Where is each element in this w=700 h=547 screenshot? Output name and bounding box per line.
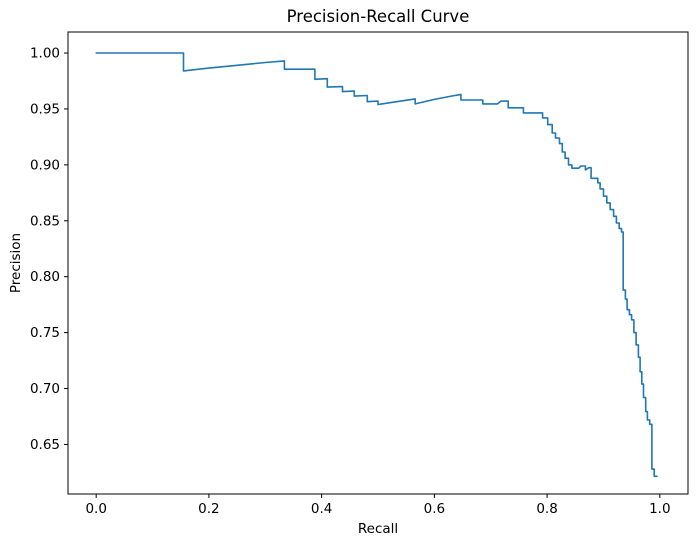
x-tick-label: 1.0 bbox=[649, 501, 670, 517]
plot-border bbox=[67, 31, 689, 495]
x-tick-label: 0.6 bbox=[424, 501, 445, 517]
y-tick-label: 0.80 bbox=[30, 269, 60, 285]
chart-title: Precision-Recall Curve bbox=[286, 7, 470, 26]
y-tick-label: 1.00 bbox=[30, 46, 60, 62]
y-tick-label: 0.90 bbox=[30, 157, 60, 173]
y-tick-label: 0.65 bbox=[30, 437, 60, 453]
y-tick-label: 0.85 bbox=[30, 213, 60, 229]
x-tick-label: 0.2 bbox=[198, 501, 219, 517]
x-tick-label: 0.0 bbox=[85, 501, 106, 517]
pr-curve-line bbox=[95, 52, 658, 478]
x-axis-label: Recall bbox=[357, 521, 399, 537]
x-tick-label: 0.8 bbox=[536, 501, 557, 517]
y-tick-label: 0.70 bbox=[30, 381, 60, 397]
x-tick-label: 0.4 bbox=[311, 501, 332, 517]
y-tick-label: 0.75 bbox=[30, 325, 60, 341]
y-axis-label: Precision bbox=[8, 232, 24, 294]
y-tick-label: 0.95 bbox=[30, 101, 60, 117]
